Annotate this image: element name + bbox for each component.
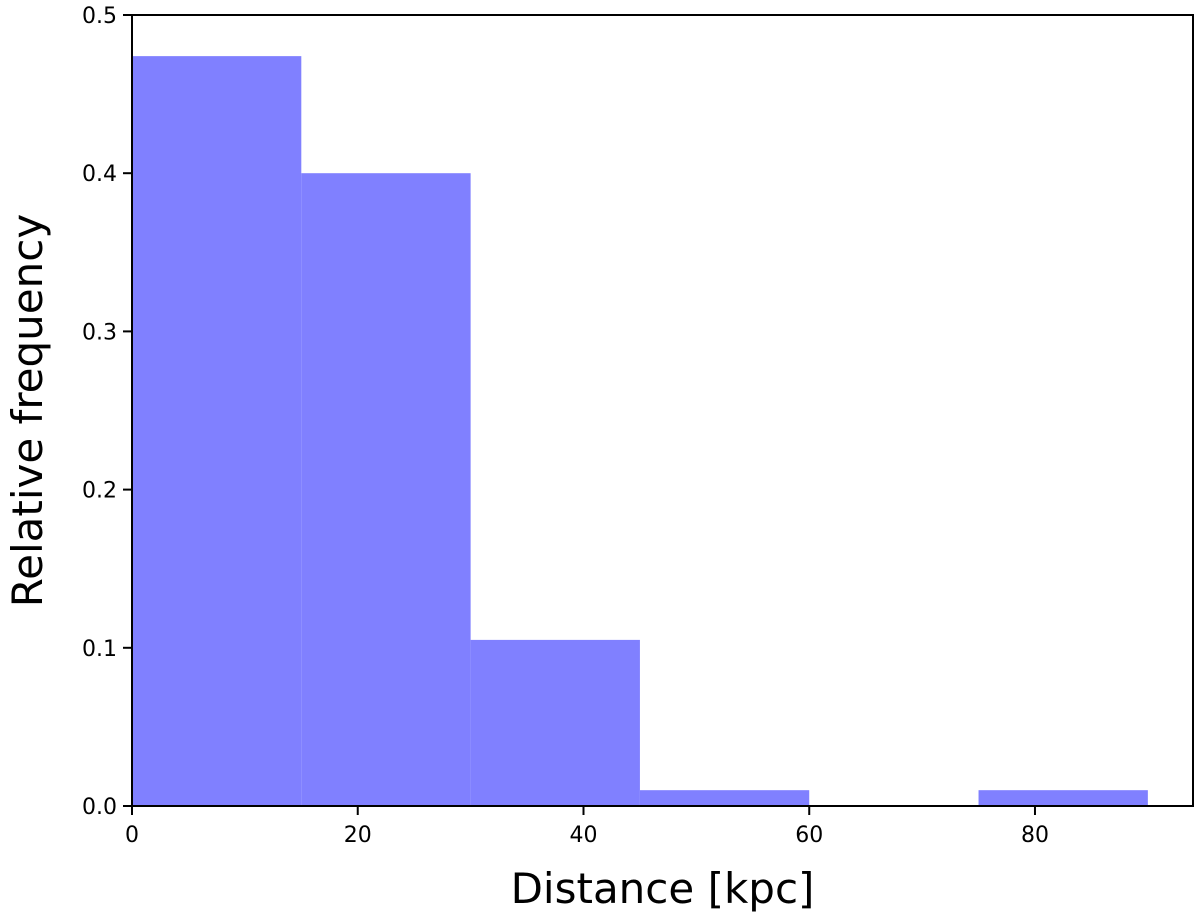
- histogram-bar-5: [978, 790, 1148, 806]
- x-tick-label: 60: [795, 823, 823, 848]
- bars-group: [132, 56, 1148, 806]
- histogram-bar-2: [470, 639, 640, 806]
- plot-frame: [131, 14, 1194, 807]
- x-axis-label: Distance [kpc]: [511, 864, 815, 913]
- histogram-bar-3: [639, 790, 810, 806]
- x-axis-ticks: 0 20 40 60 80: [125, 806, 1049, 848]
- y-tick-label: 0.0: [82, 795, 117, 820]
- y-tick-label: 0.5: [82, 4, 117, 29]
- y-tick-label: 0.3: [82, 320, 117, 345]
- y-tick-label: 0.2: [82, 479, 117, 504]
- x-tick-label: 40: [569, 823, 597, 848]
- y-tick-label: 0.4: [82, 162, 117, 187]
- y-tick-label: 0.1: [82, 637, 117, 662]
- histogram-bar-1: [301, 173, 471, 806]
- y-axis-ticks: 0.0 0.1 0.2 0.3 0.4 0.5: [82, 4, 132, 820]
- histogram-bar-0: [132, 56, 302, 806]
- x-tick-label: 20: [344, 823, 372, 848]
- x-tick-label: 0: [125, 823, 139, 848]
- x-tick-label: 80: [1021, 823, 1049, 848]
- y-axis-label: Relative frequency: [3, 214, 52, 607]
